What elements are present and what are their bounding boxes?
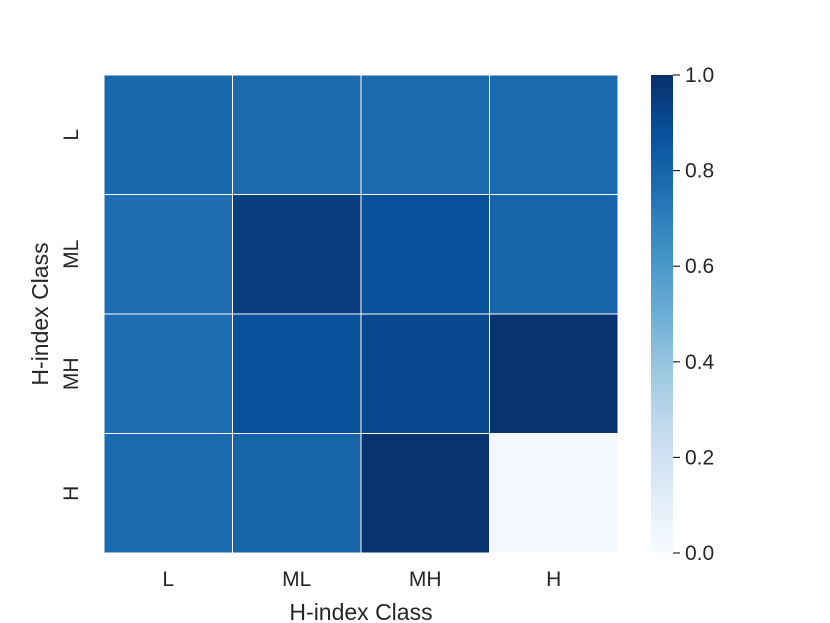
y-tick-labels: L ML MH H bbox=[60, 129, 83, 501]
x-tick-label: H bbox=[546, 568, 561, 591]
colorbar-ticks: 0.0 0.2 0.4 0.6 0.8 1.0 bbox=[673, 64, 715, 565]
x-tick-labels: L ML MH H bbox=[162, 568, 561, 591]
heatmap-cell-H-L bbox=[103, 433, 233, 554]
colorbar-tick-label: 0.6 bbox=[685, 255, 714, 278]
heatmap-cells bbox=[103, 74, 619, 554]
colorbar-tick-label: 0.4 bbox=[685, 351, 715, 374]
colorbar-tick-label: 0.2 bbox=[685, 446, 714, 469]
heatmap-cell-H-MH bbox=[360, 433, 490, 554]
x-tick-label: ML bbox=[282, 568, 311, 591]
x-axis-label: H-index Class bbox=[289, 599, 432, 623]
heatmap-cell-ML-MH bbox=[360, 194, 490, 315]
colorbar-tick-label: 1.0 bbox=[685, 64, 714, 87]
y-tick-label: L bbox=[60, 129, 83, 141]
heatmap-cell-L-MH bbox=[360, 74, 490, 195]
x-tick-label: L bbox=[162, 568, 174, 591]
heatmap-cell-MH-ML bbox=[232, 313, 362, 434]
heatmap-cell-L-H bbox=[489, 74, 619, 195]
y-axis-label: H-index Class bbox=[27, 242, 53, 385]
heatmap-cell-ML-ML bbox=[232, 194, 362, 315]
y-tick-label: H bbox=[60, 486, 83, 501]
colorbar-tick-label: 0.0 bbox=[685, 542, 714, 565]
heatmap-cell-L-ML bbox=[232, 74, 362, 195]
colorbar bbox=[651, 75, 673, 553]
heatmap-cell-ML-H bbox=[489, 194, 619, 315]
y-tick-label: ML bbox=[60, 240, 83, 269]
heatmap-cell-H-H bbox=[489, 433, 619, 554]
heatmap-cell-ML-L bbox=[103, 194, 233, 315]
y-tick-label: MH bbox=[60, 357, 83, 390]
x-tick-label: MH bbox=[409, 568, 442, 591]
heatmap-cell-MH-MH bbox=[360, 313, 490, 434]
heatmap-cell-H-ML bbox=[232, 433, 362, 554]
heatmap-cell-MH-L bbox=[103, 313, 233, 434]
heatmap-cell-L-L bbox=[103, 74, 233, 195]
colorbar-tick-label: 0.8 bbox=[685, 160, 714, 183]
heatmap-cell-MH-H bbox=[489, 313, 619, 434]
